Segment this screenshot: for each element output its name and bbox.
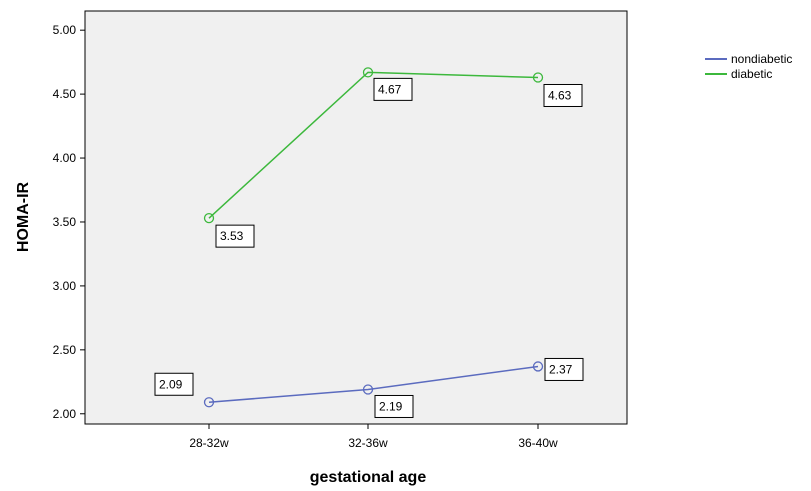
data-point-diabetic xyxy=(532,72,544,83)
y-axis: 2.00 2.50 3.00 3.50 4.00 4.50 5.00 xyxy=(53,23,85,421)
y-axis-title: HOMA-IR xyxy=(15,181,32,252)
data-label-box xyxy=(544,357,584,381)
legend-label-nondiabetic: nondiabetic xyxy=(731,52,792,66)
x-axis: 28-32w 32-36w 36-40w xyxy=(189,424,558,450)
plot-area xyxy=(84,10,628,425)
data-label-text: 3.53 xyxy=(220,229,244,243)
data-point-diabetic xyxy=(362,67,374,78)
y-tick-label: 2.00 xyxy=(53,407,77,421)
data-label-text: 2.37 xyxy=(549,362,573,376)
data-label-text: 4.63 xyxy=(548,88,572,102)
data-label: 2.37 xyxy=(544,357,584,381)
data-label: 2.19 xyxy=(374,394,414,418)
data-label-box xyxy=(215,224,255,248)
series-line-nondiabetic xyxy=(208,365,539,404)
data-label-box xyxy=(154,372,194,396)
data-label: 4.67 xyxy=(373,77,413,101)
y-tick-label: 3.50 xyxy=(53,215,77,229)
x-tick-label: 36-40w xyxy=(518,436,558,450)
x-tick-label: 28-32w xyxy=(189,436,229,450)
data-label-text: 4.67 xyxy=(378,82,402,96)
data-label-box xyxy=(543,83,583,107)
y-tick-label: 4.50 xyxy=(53,87,77,101)
data-label-layer: 2.09 2.19 2.37 3.53 4.67 4.63 xyxy=(154,77,584,418)
x-tick-label: 32-36w xyxy=(348,436,388,450)
data-point-diabetic xyxy=(203,212,215,224)
y-tick-label: 2.50 xyxy=(53,343,77,357)
data-point-nondiabetic xyxy=(362,384,374,395)
data-point-nondiabetic xyxy=(203,397,215,408)
data-label: 3.53 xyxy=(215,224,255,248)
y-tick-label: 4.00 xyxy=(53,151,77,165)
y-tick-label: 5.00 xyxy=(53,23,77,37)
data-label-text: 2.19 xyxy=(379,399,403,413)
data-label: 4.63 xyxy=(543,83,583,107)
x-axis-title: gestational age xyxy=(310,469,427,486)
data-label-text: 2.09 xyxy=(159,377,183,391)
series-layer xyxy=(203,67,544,408)
data-point-nondiabetic xyxy=(532,361,544,372)
y-tick-label: 3.00 xyxy=(53,279,77,293)
series-line-diabetic xyxy=(208,71,539,219)
data-label: 2.09 xyxy=(154,372,194,396)
data-label-box xyxy=(373,77,413,101)
data-label-box xyxy=(374,394,414,418)
legend-label-diabetic: diabetic xyxy=(731,67,772,81)
